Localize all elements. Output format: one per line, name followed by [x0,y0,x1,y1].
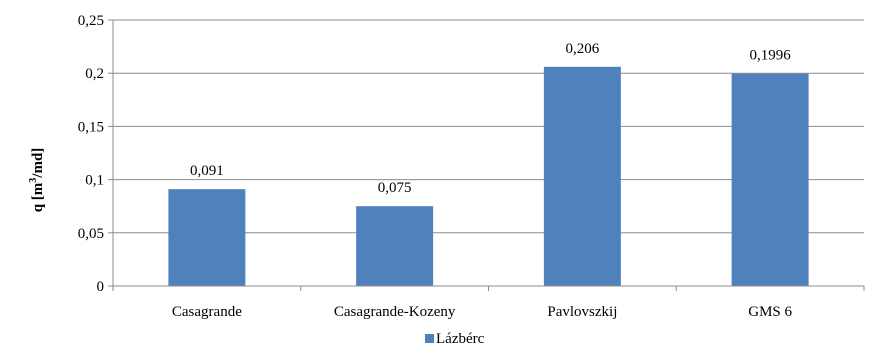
y-tick-label: 0,15 [78,119,104,135]
legend-swatch [425,334,434,343]
legend: Lázbérc [425,331,485,347]
data-label: 0,075 [378,180,412,196]
bar [356,206,434,286]
y-axis-title: q [m3/md] [28,148,46,213]
data-label: 0,206 [566,41,600,57]
y-tick-label: 0,2 [85,66,104,82]
x-tick-labels: Casagrande Casagrande-Kozeny Pavlovszkij GM… [172,304,793,320]
x-tick-label: GMS 6 [748,304,792,320]
y-tick-labels: 0 0,05 0,1 0,15 0,2 0,25 [78,13,104,295]
x-tick-label: Casagrande-Kozeny [334,304,456,320]
x-tick-label: Casagrande [172,304,242,320]
y-tick-label: 0,1 [85,173,104,189]
bar [731,73,809,286]
y-tick-label: 0,05 [78,226,104,242]
data-labels: 0,091 0,075 0,206 0,1996 [190,41,791,196]
bar [168,189,246,286]
data-label: 0,1996 [750,48,792,64]
x-tick-label: Pavlovszkij [547,304,617,320]
bars [168,66,809,286]
y-tick-label: 0 [97,279,105,295]
axes [108,19,865,291]
y-tick-label: 0,25 [78,13,104,29]
data-label: 0,091 [190,163,224,179]
legend-label: Lázbérc [436,331,485,347]
bar [543,66,621,286]
